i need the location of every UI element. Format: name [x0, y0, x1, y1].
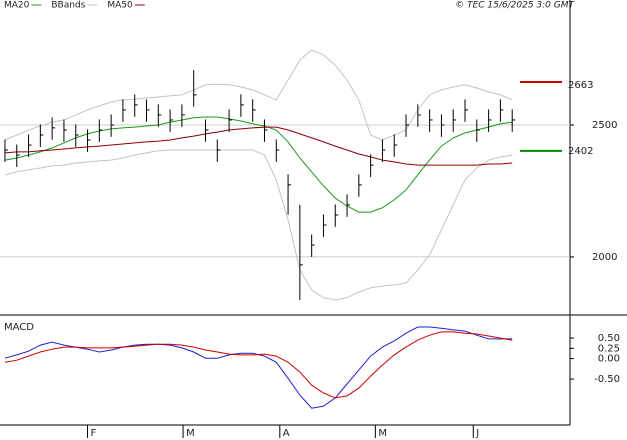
y-tick-label: 0.25	[598, 343, 620, 354]
ma-line	[4, 116, 513, 213]
x-tick-label: A	[283, 428, 290, 439]
macd-line	[4, 326, 513, 409]
price-marker-label: 2402	[568, 146, 593, 157]
legend-label: MA20	[4, 1, 30, 11]
bband-lower	[4, 149, 513, 301]
ma-line	[4, 126, 513, 166]
price-marker-label: 2663	[568, 80, 593, 91]
legend-label: MA50	[107, 1, 133, 11]
x-tick-label: M	[378, 428, 387, 439]
y-tick-label: 0.50	[598, 333, 620, 344]
bband-upper	[4, 49, 513, 141]
macd-line	[4, 331, 513, 399]
legend-label: BBands	[51, 1, 85, 11]
x-tick-label: F	[91, 428, 97, 439]
source: © TEC 15/6/2025 3:0 GMT	[455, 1, 575, 11]
y-tick-label: 2000	[592, 252, 617, 263]
macd-title: MACD	[4, 322, 34, 333]
y-tick-label: -0.50	[594, 374, 620, 385]
y-tick-label: 0.00	[598, 354, 620, 365]
x-tick-label: M	[186, 428, 195, 439]
y-tick-label: 2500	[592, 120, 617, 131]
x-tick-label: J	[475, 428, 479, 439]
